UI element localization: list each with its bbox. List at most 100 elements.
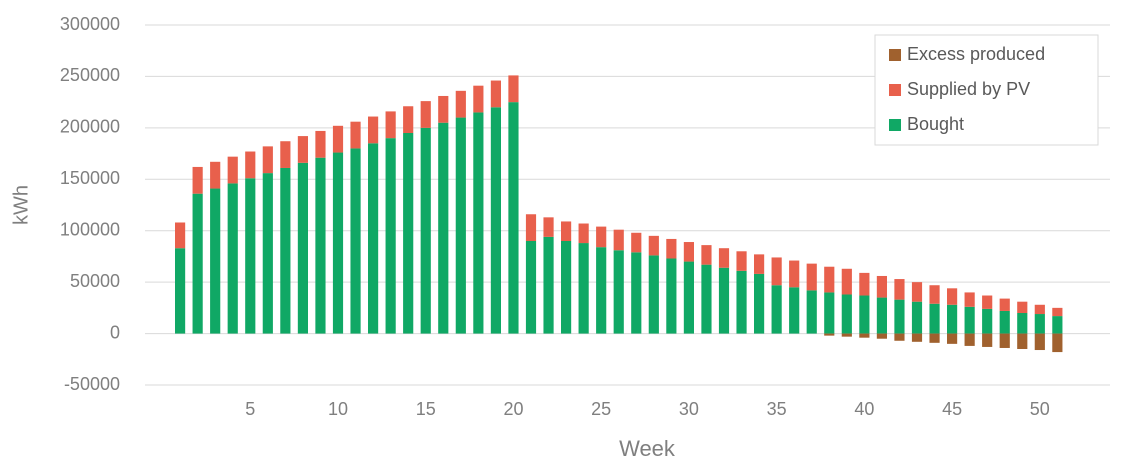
bar-segment — [771, 285, 782, 334]
bar-segment — [473, 85, 484, 113]
bar-segment — [859, 295, 870, 334]
bar-segment — [561, 221, 572, 241]
x-tick-label: 45 — [942, 399, 962, 419]
bar-segment — [701, 245, 712, 265]
bar-segment — [280, 141, 291, 168]
bar-segment — [332, 125, 344, 153]
bar-segment — [192, 193, 203, 334]
x-tick-label: 25 — [591, 399, 611, 419]
bar-segment — [648, 235, 659, 256]
y-tick-label: 300000 — [60, 14, 120, 34]
bar-segment — [210, 188, 221, 334]
bar-segment — [666, 258, 677, 334]
bar-segment — [911, 333, 923, 342]
bar-segment — [192, 166, 203, 194]
bar-segment — [613, 229, 624, 251]
bar-segment — [350, 121, 361, 149]
bar-segment — [438, 122, 449, 334]
bar-segment — [350, 148, 361, 334]
bar-segment — [859, 272, 870, 296]
x-tick-label: 40 — [854, 399, 874, 419]
bar-segment — [683, 242, 694, 262]
bar-segment — [736, 251, 747, 271]
bar-segment — [911, 301, 923, 334]
bar-segment — [1017, 333, 1028, 349]
bar-segment — [841, 268, 852, 295]
bar-segment — [508, 75, 519, 103]
y-tick-label: 250000 — [60, 65, 120, 85]
bar-segment — [1034, 333, 1045, 351]
bar-segment — [543, 217, 554, 237]
bar-segment — [368, 116, 379, 144]
bar-segment — [455, 90, 466, 118]
bar-segment — [578, 243, 589, 334]
bar-segment — [245, 178, 256, 334]
bar-segment — [859, 333, 870, 338]
bar-segment — [420, 127, 431, 334]
bar-segment — [631, 232, 642, 253]
bar-segment — [1034, 314, 1045, 334]
bar-segment — [876, 297, 887, 334]
y-tick-label: 50000 — [70, 271, 120, 291]
bar-segment — [947, 288, 958, 305]
bar-segment — [473, 112, 484, 334]
bar-segment — [1017, 313, 1028, 334]
bar-segment — [841, 333, 852, 337]
y-tick-label: 150000 — [60, 168, 120, 188]
bar-segment — [806, 263, 817, 291]
bar-segment — [666, 238, 677, 259]
bar-segment — [508, 102, 519, 334]
bar-segment — [701, 264, 712, 334]
bar-segment — [841, 294, 852, 334]
x-tick-label: 20 — [503, 399, 523, 419]
legend-swatch — [889, 84, 901, 96]
bar-segment — [227, 183, 238, 334]
bar-segment — [894, 279, 905, 300]
bar-segment — [1052, 307, 1063, 317]
bar-segment — [982, 333, 993, 347]
bar-segment — [947, 333, 958, 344]
legend-label: Excess produced — [907, 44, 1045, 64]
bar-segment — [789, 287, 800, 334]
bar-segment — [561, 241, 572, 334]
bar-segment — [596, 247, 607, 334]
x-tick-label: 5 — [245, 399, 255, 419]
bar-segment — [490, 107, 501, 334]
bar-segment — [876, 333, 887, 339]
bar-segment — [315, 157, 326, 334]
bar-segment — [613, 250, 624, 334]
bar-segment — [876, 275, 887, 298]
bar-segment — [227, 156, 238, 184]
bar-segment — [455, 117, 466, 334]
y-tick-label: 100000 — [60, 219, 120, 239]
x-tick-label: 10 — [328, 399, 348, 419]
bar-segment — [368, 143, 379, 334]
bar-segment — [385, 111, 396, 139]
bar-segment — [736, 270, 747, 334]
bar-segment — [438, 95, 449, 123]
legend-swatch — [889, 49, 901, 61]
bar-segment — [403, 133, 414, 334]
bar-segment — [982, 308, 993, 334]
bar-segment — [718, 248, 730, 268]
bar-segment — [894, 299, 905, 334]
legend-label: Supplied by PV — [907, 79, 1030, 99]
legend-label: Bought — [907, 114, 964, 134]
bar-segment — [789, 260, 800, 288]
bar-segment — [806, 290, 817, 334]
bar-segment — [999, 298, 1010, 311]
bar-segment — [525, 241, 537, 334]
x-axis-title: Week — [619, 436, 676, 461]
bar-segment — [754, 254, 765, 274]
bar-segment — [929, 333, 940, 343]
bar-segment — [262, 146, 273, 174]
bar-segment — [929, 303, 940, 334]
bar-segment — [964, 306, 975, 334]
bar-segment — [894, 333, 905, 341]
bar-segment — [718, 267, 730, 334]
bar-segment — [245, 151, 256, 179]
bar-segment — [911, 282, 923, 302]
bar-segment — [683, 261, 694, 334]
bar-segment — [999, 310, 1010, 334]
